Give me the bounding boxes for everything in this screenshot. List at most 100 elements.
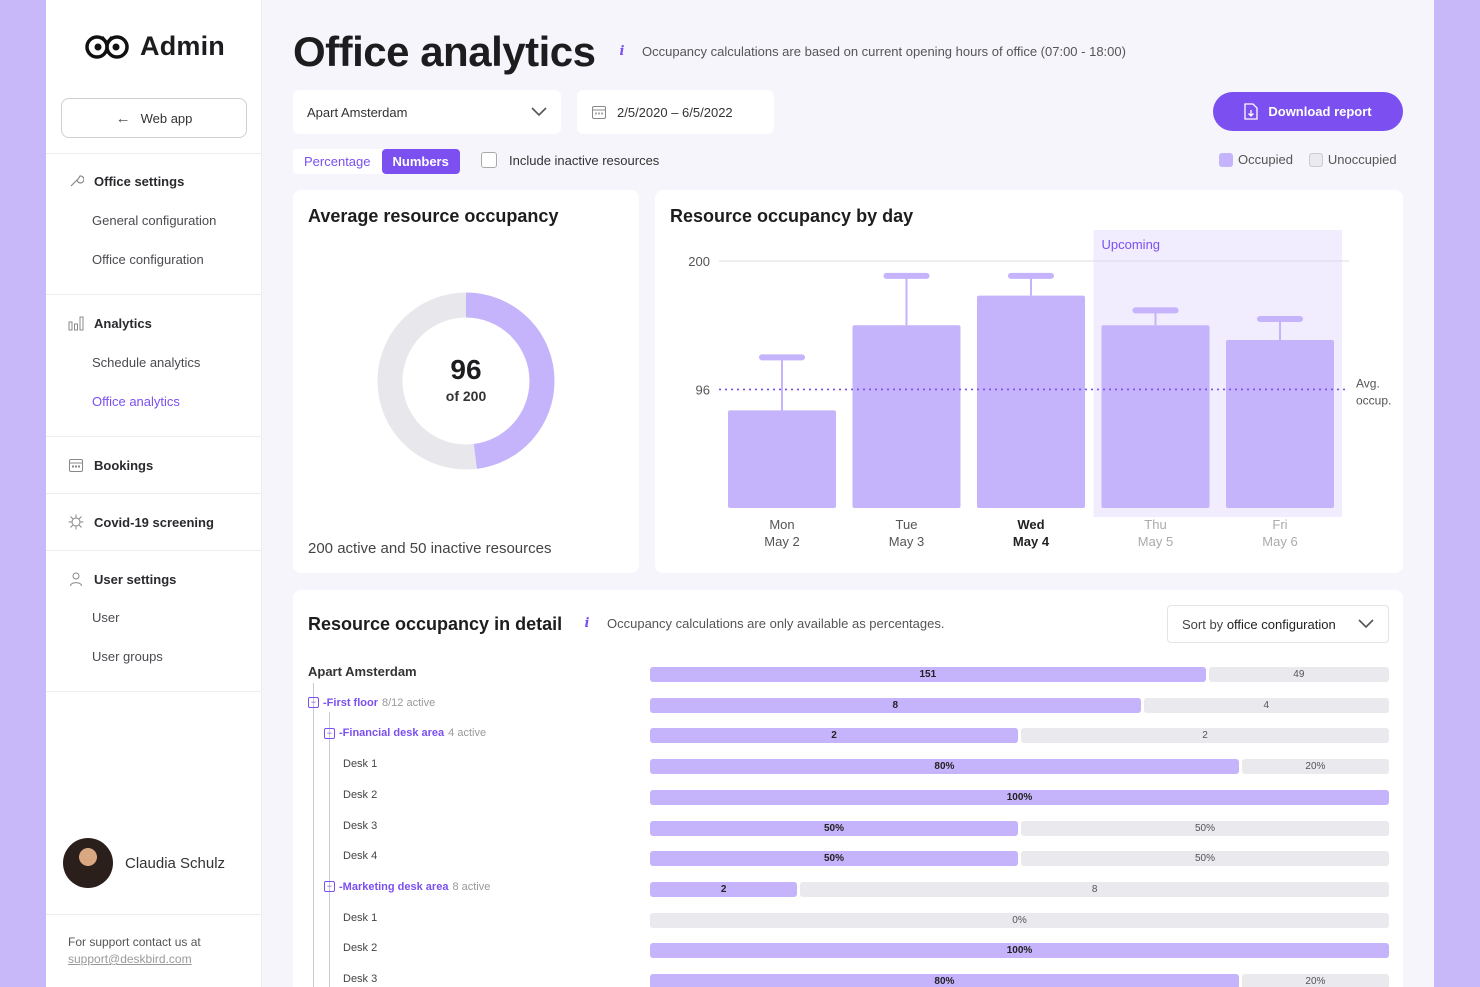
nav-office-configuration[interactable]: Office configuration [92,252,204,267]
collapse-icon[interactable]: − [308,697,319,709]
header-info-text: Occupancy calculations are based on curr… [642,43,1126,59]
donut-value: 96 [450,354,482,385]
header-info: i Occupancy calculations are based on cu… [614,43,1126,59]
support-info: For support contact us at support@deskbi… [68,934,201,968]
nav-office-settings[interactable]: Office settings [68,173,184,189]
x-tick-label: Mon [769,517,794,532]
x-tick-label: Fri [1272,517,1287,532]
whisker-cap [1257,316,1303,323]
nav-user-groups[interactable]: User groups [92,649,163,664]
tree-row-sub: 4 active [448,727,487,740]
file-download-icon [1244,103,1259,120]
occupancy-bar: 80% 20% [650,759,1389,775]
bar-unoccupied: 50% [1021,851,1389,867]
nav-schedule-analytics[interactable]: Schedule analytics [92,355,201,370]
nav-bookings[interactable]: Bookings [68,457,153,473]
tree-row-sub: 8 active [452,880,491,893]
display-mode-toggle: Percentage Numbers [293,149,460,174]
include-inactive-checkbox[interactable]: Include inactive resources [481,152,659,168]
detail-card-title: Resource occupancy in detail [308,614,563,634]
nav-user-settings[interactable]: User settings [68,571,176,587]
occupancy-bar: 100% [650,789,1389,805]
divider [46,914,262,915]
nav-covid-label: Covid-19 screening [94,514,214,530]
tree-row: Desk 2 [343,789,377,801]
tree-row-label: Desk 2 [343,942,378,955]
tree-row[interactable]: − -First floor 8/12 active [308,697,435,709]
sidebar: Admin ← Web app Office settings General … [46,0,262,987]
tree-row: Apart Amsterdam [308,664,417,679]
tree-line [329,742,330,882]
sort-select[interactable]: Sort by office configuration [1167,605,1389,643]
checkbox-box[interactable] [481,152,497,168]
logo[interactable]: Admin [84,30,225,62]
nav-user-settings-label: User settings [94,571,177,587]
include-inactive-label: Include inactive resources [509,152,660,168]
collapse-icon[interactable]: − [324,727,335,739]
web-app-button[interactable]: ← Web app [61,98,247,138]
divider [46,691,262,692]
nav-user[interactable]: User [92,610,120,625]
y-tick-label: 96 [696,382,710,397]
bar-thu [1101,325,1210,508]
whisker-cap [883,272,930,279]
tree-row-label: Desk 1 [343,911,378,924]
x-tick-date: May 4 [1013,534,1050,549]
bar-unoccupied: 20% [1241,759,1389,775]
collapse-icon[interactable]: − [324,881,335,893]
office-select[interactable]: Apart Amsterdam [293,90,561,134]
support-email-link[interactable]: support@deskbird.com [68,952,192,966]
average-card-footer: 200 active and 50 inactive resources [308,540,552,557]
donut-of-label: of 200 [445,388,487,404]
x-tick-date: May 2 [764,534,799,549]
donut-center-label: 96 of 200 [293,354,639,404]
x-tick-date: May 3 [889,534,924,549]
nav-office-settings-label: Office settings [94,173,185,189]
whisker-cap [1132,307,1179,314]
average-card-title: Average resource occupancy [308,206,559,226]
chart-legend: Occupied Unoccupied [1219,152,1397,167]
info-icon[interactable]: i [584,615,590,631]
tree-row-label: Desk 2 [343,788,378,801]
legend-occupied: Occupied [1219,152,1293,167]
bar-occupied: 100% [650,943,1389,959]
tree-row-label: Desk 3 [343,819,378,832]
user-profile[interactable]: Claudia Schulz [63,838,225,888]
divider [46,436,262,437]
detail-info: i Occupancy calculations are only availa… [579,615,945,631]
download-report-button[interactable]: Download report [1213,92,1403,131]
mode-percentage-option[interactable]: Percentage [304,154,371,169]
tree-row: Desk 4 [343,850,377,862]
arrow-left-icon: ← [115,109,131,127]
nav-covid-screening[interactable]: Covid-19 screening [68,514,214,530]
bar-chart-icon [68,316,84,331]
tree-line [313,683,314,987]
tree-row: Desk 1 [343,912,377,924]
owl-logo-icon [85,35,129,59]
calendar-icon [592,106,606,119]
whisker-cap [1008,272,1054,279]
upcoming-label: Upcoming [1102,237,1161,252]
average-label: occup. [1356,393,1391,407]
info-icon[interactable]: i [619,43,625,59]
user-name: Claudia Schulz [125,854,226,872]
page-title: Office analytics [293,28,596,75]
x-tick-date: May 6 [1262,534,1297,549]
nav-office-analytics[interactable]: Office analytics [92,394,180,409]
nav-analytics[interactable]: Analytics [68,315,152,331]
mode-numbers-option[interactable]: Numbers [381,149,460,174]
nav-analytics-label: Analytics [94,315,152,331]
bar-occupied: 8 [650,697,1141,713]
bar-unoccupied: 49 [1208,667,1389,682]
bar-unoccupied: 20% [1241,974,1389,987]
tree-row-label: Desk 4 [343,850,378,863]
tree-row[interactable]: − -Financial desk area 4 active [324,727,486,739]
occupancy-bar: 50% 50% [650,820,1389,836]
tree-row: Desk 3 [343,973,377,985]
tree-row-label: -Financial desk area [339,727,445,740]
tree-row[interactable]: − -Marketing desk area 8 active [324,881,490,893]
date-range-picker[interactable]: 2/5/2020 – 6/5/2022 [577,90,774,134]
nav-general-configuration[interactable]: General configuration [92,213,217,228]
